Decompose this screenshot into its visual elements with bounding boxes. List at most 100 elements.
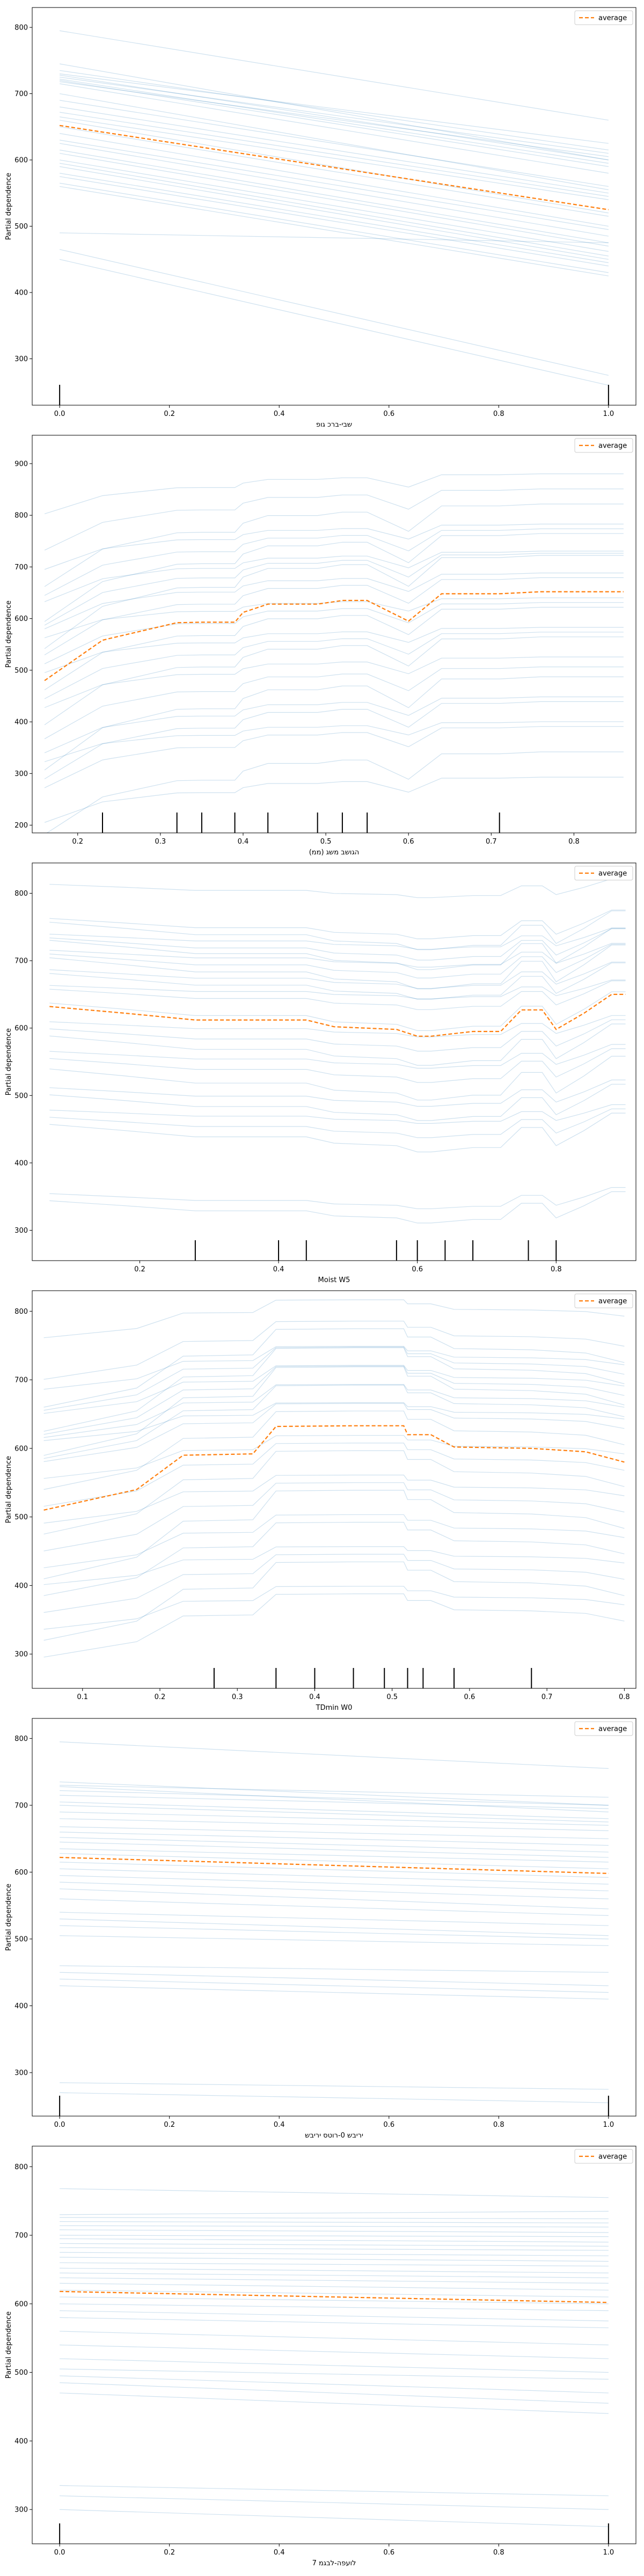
legend-box xyxy=(574,866,633,881)
ice-line xyxy=(60,1862,609,1878)
ice-line xyxy=(44,523,624,570)
ice-line xyxy=(60,2382,609,2404)
ice-line xyxy=(60,2509,609,2527)
ice-line xyxy=(44,572,624,630)
y-tick-label: 300 xyxy=(14,2069,28,2077)
ice-line xyxy=(60,2282,609,2290)
ice-line xyxy=(60,2296,609,2304)
ice-line xyxy=(60,2257,609,2262)
y-tick-label: 700 xyxy=(14,1377,28,1385)
ice-line xyxy=(49,991,626,1031)
chart-panel-5: 0.0 0.2 0.4 0.6 0.8 1.0 300 400 500 600 700 800 יריב… xyxy=(5,1718,636,2140)
ice-line xyxy=(60,80,609,167)
y-tick-label: 500 xyxy=(14,1513,28,1521)
ice-line xyxy=(44,577,624,655)
x-tick-label: 0.2 xyxy=(164,2549,175,2557)
ice-line xyxy=(60,1841,609,1858)
ice-line xyxy=(60,81,609,157)
y-tick-label: 500 xyxy=(14,1935,28,1943)
plot-frame xyxy=(32,7,636,406)
average-line xyxy=(44,591,624,682)
ice-line xyxy=(43,1586,625,1630)
ice-line xyxy=(43,1299,625,1338)
legend-box xyxy=(574,10,633,25)
ice-line xyxy=(60,1790,609,1806)
x-tick-label: 0.2 xyxy=(155,1693,166,1701)
legend-box xyxy=(574,1293,633,1308)
ice-line xyxy=(60,1965,609,1973)
x-tick-label: 0.0 xyxy=(54,2121,65,2129)
ice-line xyxy=(60,1888,609,1909)
ice-line xyxy=(60,1802,609,1819)
ice-line xyxy=(60,182,609,273)
ice-line xyxy=(60,70,609,151)
x-axis-label: (ממ) הגושב משג xyxy=(309,848,360,857)
y-tick-label: 500 xyxy=(14,2369,28,2377)
ice-line xyxy=(60,1805,609,1823)
ice-line xyxy=(43,1521,625,1596)
average-line xyxy=(49,993,626,1037)
plot-frame xyxy=(32,2146,636,2544)
ice-line xyxy=(49,962,626,989)
ice-line xyxy=(44,636,624,726)
ice-line xyxy=(60,2331,609,2346)
ice-line xyxy=(60,2368,609,2380)
y-tick-label: 300 xyxy=(14,770,28,778)
ice-line xyxy=(49,1056,626,1101)
ice-line xyxy=(43,1402,625,1441)
ice-line xyxy=(43,1561,625,1641)
x-tick-label: 0.0 xyxy=(54,2549,65,2557)
ice-line xyxy=(60,126,609,217)
ice-line xyxy=(43,1490,625,1579)
ice-line xyxy=(44,555,624,649)
y-tick-label: 600 xyxy=(14,615,28,623)
legend-label: average xyxy=(598,14,627,23)
x-tick-label: 0.2 xyxy=(134,1265,145,1274)
chart-panel-2: 0.2 0.3 0.4 0.5 0.6 0.7 0.8 200 300 400 500 600 700 8… xyxy=(5,435,636,857)
ice-line xyxy=(60,2238,609,2243)
ice-line xyxy=(60,1985,609,2000)
ice-line xyxy=(60,2221,609,2223)
plot-frame xyxy=(32,1290,636,1689)
legend-box xyxy=(574,2149,633,2164)
ice-line xyxy=(60,1795,609,1809)
ice-line xyxy=(60,1832,609,1846)
ice-line xyxy=(49,980,626,1010)
y-tick-label: 700 xyxy=(14,957,28,965)
average-line xyxy=(43,1425,625,1511)
y-tick-label: 400 xyxy=(14,289,28,297)
legend: average xyxy=(574,1293,633,1308)
ice-line xyxy=(49,962,626,1000)
ice-line xyxy=(60,143,609,237)
x-tick-label: 0.6 xyxy=(464,1693,475,1701)
ice-line xyxy=(43,1514,625,1568)
ice-line xyxy=(44,777,624,823)
ice-line xyxy=(44,488,624,551)
ice-line xyxy=(60,2188,609,2198)
x-tick-label: 0.6 xyxy=(383,2121,394,2129)
ice-line xyxy=(44,602,624,664)
y-tick-label: 400 xyxy=(14,2002,28,2010)
ice-line xyxy=(43,1435,625,1479)
x-tick-label: 0.8 xyxy=(493,410,504,418)
ice-line xyxy=(60,1972,609,1986)
ice-line xyxy=(60,1786,609,1812)
ice-lines xyxy=(59,30,609,386)
chart-panel-1: 0.0 0.2 0.4 0.6 0.8 1.0 300 400 500 600 700 800 שבי-… xyxy=(5,7,636,429)
ice-line xyxy=(43,1443,625,1507)
ice-line xyxy=(60,2358,609,2373)
ice-line xyxy=(60,2310,609,2322)
y-axis-label: Partial dependence xyxy=(5,1028,13,1095)
x-tick-label: 0.0 xyxy=(54,410,65,418)
y-tick-label: 500 xyxy=(14,1092,28,1100)
ice-line xyxy=(60,140,609,230)
ice-line xyxy=(44,632,624,699)
ice-line xyxy=(44,606,624,691)
ice-line xyxy=(60,1925,609,1940)
x-tick-label: 0.8 xyxy=(551,1265,562,1274)
ice-line xyxy=(49,1187,626,1209)
ice-line xyxy=(60,2252,609,2257)
y-tick-label: 700 xyxy=(14,564,28,572)
ice-line xyxy=(44,696,624,753)
average-line xyxy=(60,1856,609,1874)
